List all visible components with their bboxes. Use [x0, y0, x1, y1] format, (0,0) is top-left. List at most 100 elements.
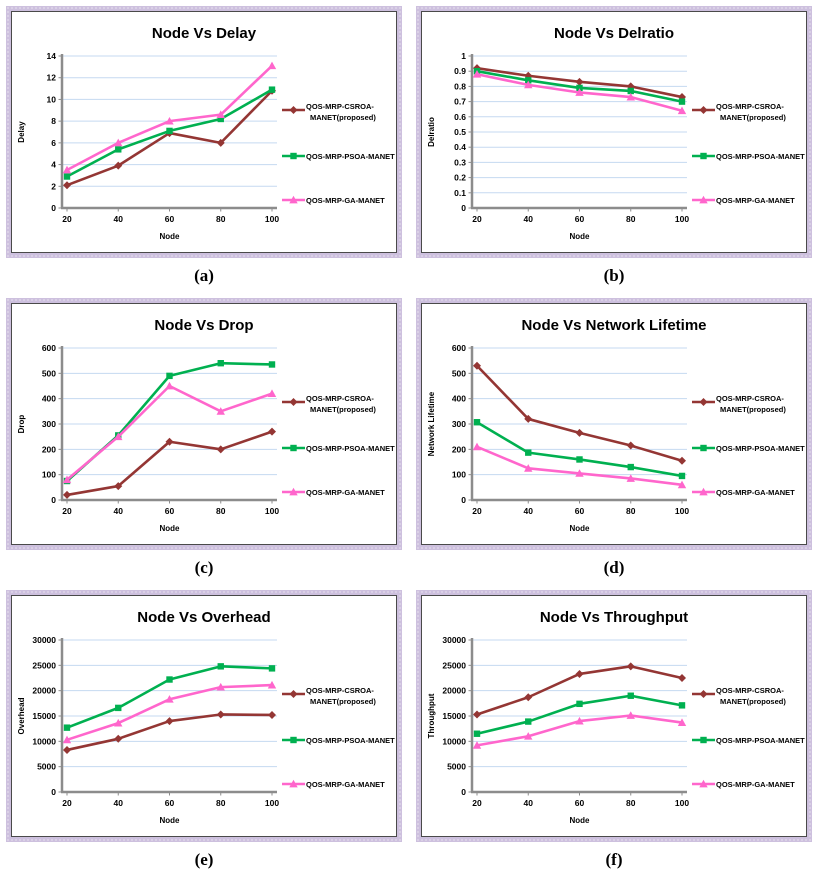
caption-c: (c) [194, 558, 214, 577]
svg-text:100: 100 [42, 470, 56, 480]
svg-text:0.1: 0.1 [454, 188, 466, 198]
svg-text:0: 0 [461, 203, 466, 213]
svg-text:0: 0 [51, 203, 56, 213]
svg-text:QOS-MRP-PSOA-MANET: QOS-MRP-PSOA-MANET [716, 152, 805, 161]
svg-text:Network Lifetime: Network Lifetime [427, 391, 436, 456]
chart-panel-overhead: Node Vs Overhead 0 5000 10000 15000 20000 2500… [6, 590, 402, 880]
svg-text:100: 100 [675, 798, 689, 808]
svg-text:80: 80 [626, 798, 636, 808]
chart-panel-network-lifetime: Node Vs Network Lifetime 0 100 200 300 400 500… [416, 298, 812, 588]
drop-chart-area: Node Vs Drop 0 100 200 300 400 500 600 20 40 60 80 1… [11, 303, 397, 545]
svg-text:20: 20 [472, 506, 482, 516]
svg-text:QOS-MRP-GA-MANET: QOS-MRP-GA-MANET [716, 488, 795, 497]
svg-text:80: 80 [626, 506, 636, 516]
svg-text:QOS-MRP-CSROA-: QOS-MRP-CSROA- [716, 102, 784, 111]
svg-text:30000: 30000 [442, 635, 466, 645]
svg-text:20: 20 [472, 798, 482, 808]
caption-e: (e) [194, 850, 214, 869]
svg-text:60: 60 [165, 214, 175, 224]
svg-text:MANET(proposed): MANET(proposed) [720, 405, 786, 414]
svg-text:0.4: 0.4 [454, 142, 466, 152]
chart-panel-delay: Node Vs Delay 0 2 4 6 8 10 12 14 20 40 60 80 100 Node D… [6, 6, 402, 296]
svg-text:MANET(proposed): MANET(proposed) [310, 405, 376, 414]
svg-text:60: 60 [165, 506, 175, 516]
svg-text:80: 80 [216, 506, 226, 516]
delratio-chart-frame: Node Vs Delratio 0 0.1 0.2 0.3 0.4 0.5 0.6 0.7 0.… [416, 6, 812, 258]
svg-text:20: 20 [62, 798, 72, 808]
svg-text:14: 14 [47, 51, 57, 61]
svg-text:QOS-MRP-PSOA-MANET: QOS-MRP-PSOA-MANET [306, 152, 395, 161]
svg-text:500: 500 [42, 368, 56, 378]
svg-text:QOS-MRP-GA-MANET: QOS-MRP-GA-MANET [716, 780, 795, 789]
throughput-chart-area: Node Vs Throughput 0 5000 10000 15000 20000 25… [421, 595, 807, 837]
delay-chart-area: Node Vs Delay 0 2 4 6 8 10 12 14 20 40 60 80 100 Node D… [11, 11, 397, 253]
svg-text:100: 100 [675, 506, 689, 516]
svg-text:QOS-MRP-CSROA-: QOS-MRP-CSROA- [306, 394, 374, 403]
svg-text:10: 10 [47, 94, 57, 104]
svg-text:200: 200 [42, 444, 56, 454]
svg-text:40: 40 [524, 214, 534, 224]
svg-text:0: 0 [461, 787, 466, 797]
svg-text:25000: 25000 [442, 660, 466, 670]
svg-text:15000: 15000 [32, 711, 56, 721]
svg-text:40: 40 [524, 798, 534, 808]
delay-chart-frame: Node Vs Delay 0 2 4 6 8 10 12 14 20 40 60 80 100 Node D… [6, 6, 402, 258]
svg-text:10000: 10000 [32, 736, 56, 746]
svg-text:12: 12 [47, 73, 57, 83]
svg-text:100: 100 [265, 798, 279, 808]
svg-text:Node: Node [160, 232, 181, 241]
svg-text:60: 60 [575, 214, 585, 224]
drop-line-chart: Node Vs Drop 0 100 200 300 400 500 600 20 40 60 80 1… [17, 317, 395, 533]
svg-text:25000: 25000 [32, 660, 56, 670]
svg-text:200: 200 [452, 444, 466, 454]
svg-text:80: 80 [626, 214, 636, 224]
svg-text:Node Vs Delay: Node Vs Delay [152, 25, 257, 42]
svg-text:600: 600 [452, 343, 466, 353]
svg-text:100: 100 [265, 214, 279, 224]
delay-line-chart: Node Vs Delay 0 2 4 6 8 10 12 14 20 40 60 80 100 Node D… [17, 25, 395, 241]
svg-text:Node: Node [160, 524, 181, 533]
svg-text:20: 20 [62, 506, 72, 516]
svg-text:500: 500 [452, 368, 466, 378]
drop-chart-frame: Node Vs Drop 0 100 200 300 400 500 600 20 40 60 80 1… [6, 298, 402, 550]
chart-panel-throughput: Node Vs Throughput 0 5000 10000 15000 20000 25… [416, 590, 812, 880]
overhead-line-chart: Node Vs Overhead 0 5000 10000 15000 20000 2500… [17, 609, 395, 825]
svg-text:Node Vs Overhead: Node Vs Overhead [137, 609, 270, 626]
delratio-line-chart: Node Vs Delratio 0 0.1 0.2 0.3 0.4 0.5 0.6 0.7 0.… [427, 25, 805, 241]
svg-text:Node Vs Network Lifetime: Node Vs Network Lifetime [521, 317, 706, 334]
svg-text:300: 300 [42, 419, 56, 429]
svg-text:20: 20 [472, 214, 482, 224]
svg-text:MANET(proposed): MANET(proposed) [310, 697, 376, 706]
svg-text:60: 60 [575, 798, 585, 808]
svg-text:Delratio: Delratio [427, 117, 436, 147]
svg-text:Node: Node [570, 524, 591, 533]
svg-text:Node: Node [160, 816, 181, 825]
svg-text:0.2: 0.2 [454, 173, 466, 183]
svg-text:40: 40 [524, 506, 534, 516]
svg-text:0.9: 0.9 [454, 66, 466, 76]
svg-text:400: 400 [42, 394, 56, 404]
svg-text:QOS-MRP-PSOA-MANET: QOS-MRP-PSOA-MANET [306, 736, 395, 745]
svg-text:20000: 20000 [32, 686, 56, 696]
overhead-chart-frame: Node Vs Overhead 0 5000 10000 15000 20000 2500… [6, 590, 402, 842]
svg-text:40: 40 [114, 506, 124, 516]
network-lifetime-chart-area: Node Vs Network Lifetime 0 100 200 300 400 500… [421, 303, 807, 545]
svg-text:Throughput: Throughput [427, 693, 436, 738]
caption-b: (b) [603, 266, 625, 285]
svg-text:300: 300 [452, 419, 466, 429]
svg-text:20000: 20000 [442, 686, 466, 696]
svg-text:15000: 15000 [442, 711, 466, 721]
svg-text:0: 0 [51, 787, 56, 797]
svg-text:20: 20 [62, 214, 72, 224]
svg-text:Node Vs Drop: Node Vs Drop [154, 317, 253, 334]
svg-text:Node: Node [570, 816, 591, 825]
caption-f: (f) [605, 850, 623, 869]
svg-text:5000: 5000 [447, 762, 466, 772]
svg-text:80: 80 [216, 214, 226, 224]
network-lifetime-line-chart: Node Vs Network Lifetime 0 100 200 300 400 500… [427, 317, 805, 533]
svg-text:1: 1 [461, 51, 466, 61]
svg-text:Drop: Drop [17, 415, 26, 434]
svg-text:6: 6 [51, 138, 56, 148]
caption-d: (d) [603, 558, 625, 577]
